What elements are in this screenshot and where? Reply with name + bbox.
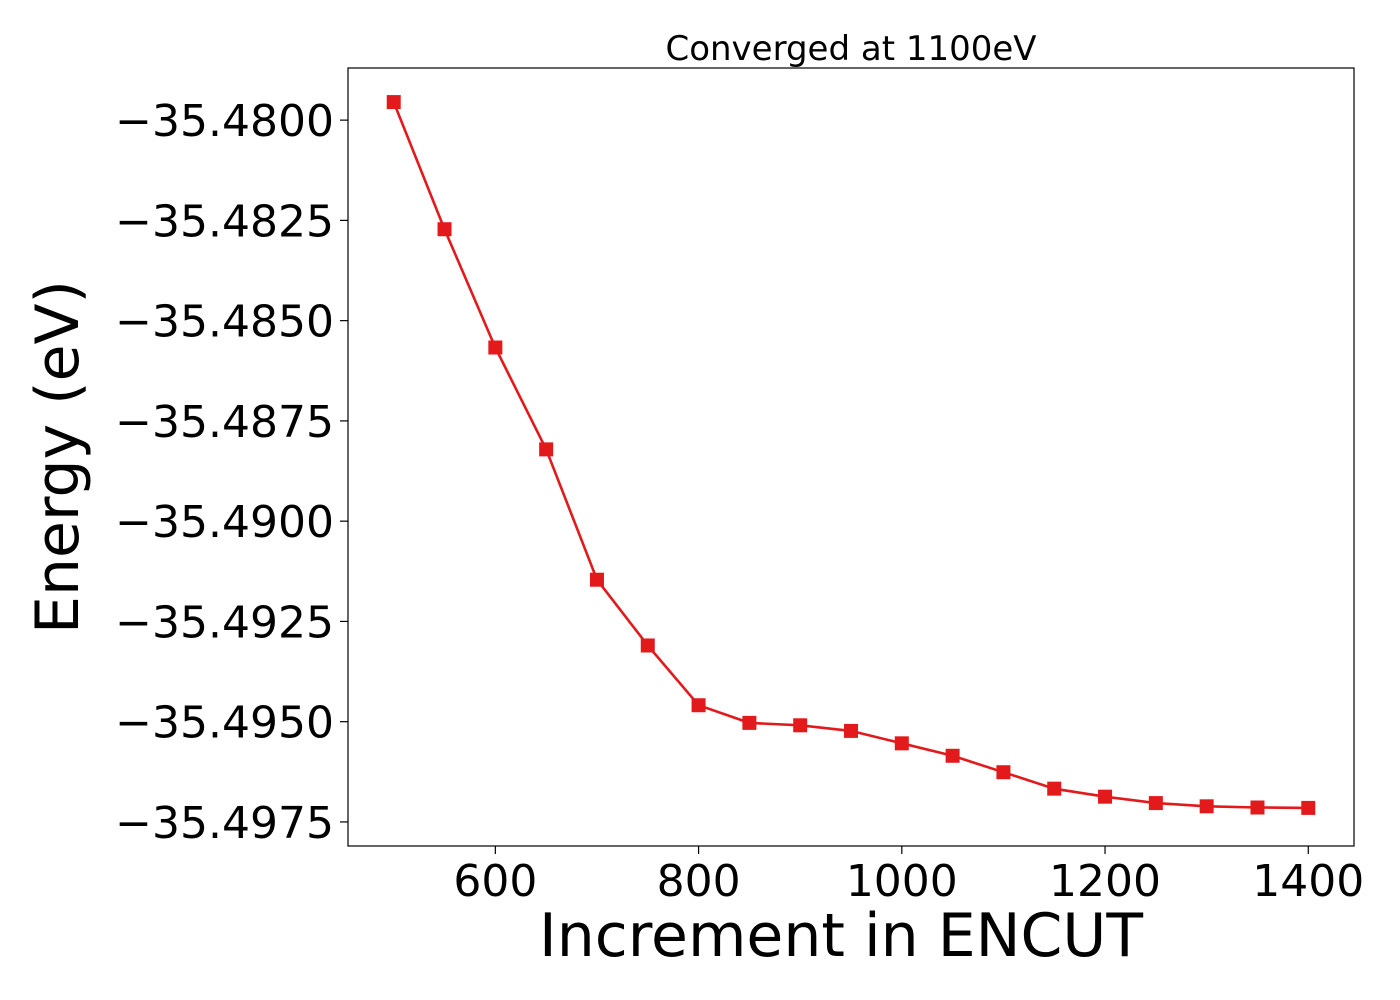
y-tick-label: −35.4950 [115, 698, 334, 749]
y-tick-label: −35.4875 [115, 397, 334, 448]
data-point [641, 638, 655, 652]
data-point [844, 724, 858, 738]
y-tick-label: −35.4925 [115, 597, 334, 648]
data-point [742, 716, 756, 730]
y-tick-label: −35.4900 [115, 497, 334, 548]
data-point [539, 442, 553, 456]
x-tick-label: 1200 [1049, 856, 1161, 907]
data-point [1098, 790, 1112, 804]
chart-title: Converged at 1100eV [665, 29, 1036, 69]
y-tick-label: −35.4800 [115, 96, 334, 147]
data-point [1200, 799, 1214, 813]
data-point [692, 698, 706, 712]
data-point [1047, 782, 1061, 796]
y-tick-label: −35.4825 [115, 196, 334, 247]
data-point [590, 573, 604, 587]
x-tick-label: 1000 [846, 856, 958, 907]
plot-area [387, 95, 1316, 815]
x-axis: 600 800 1000 1200 1400 [453, 846, 1364, 907]
y-tick-label: −35.4850 [115, 297, 334, 348]
data-point [996, 765, 1010, 779]
series-line [394, 102, 1309, 808]
data-point [793, 718, 807, 732]
data-point [946, 749, 960, 763]
x-axis-label: Increment in ENCUT [539, 901, 1143, 971]
x-tick-label: 1400 [1252, 856, 1364, 907]
data-point [488, 341, 502, 355]
data-point [387, 95, 401, 109]
data-point [438, 222, 452, 236]
y-axis: −35.4800 −35.4825 −35.4850 −35.4875 −35.4900… [115, 96, 348, 849]
data-point [1149, 796, 1163, 810]
y-axis-label: Energy (eV) [23, 280, 93, 634]
x-tick-label: 600 [453, 856, 537, 907]
data-point [895, 736, 909, 750]
x-tick-label: 800 [657, 856, 741, 907]
data-point [1250, 801, 1264, 815]
y-tick-label: −35.4975 [115, 798, 334, 849]
data-point [1301, 801, 1315, 815]
